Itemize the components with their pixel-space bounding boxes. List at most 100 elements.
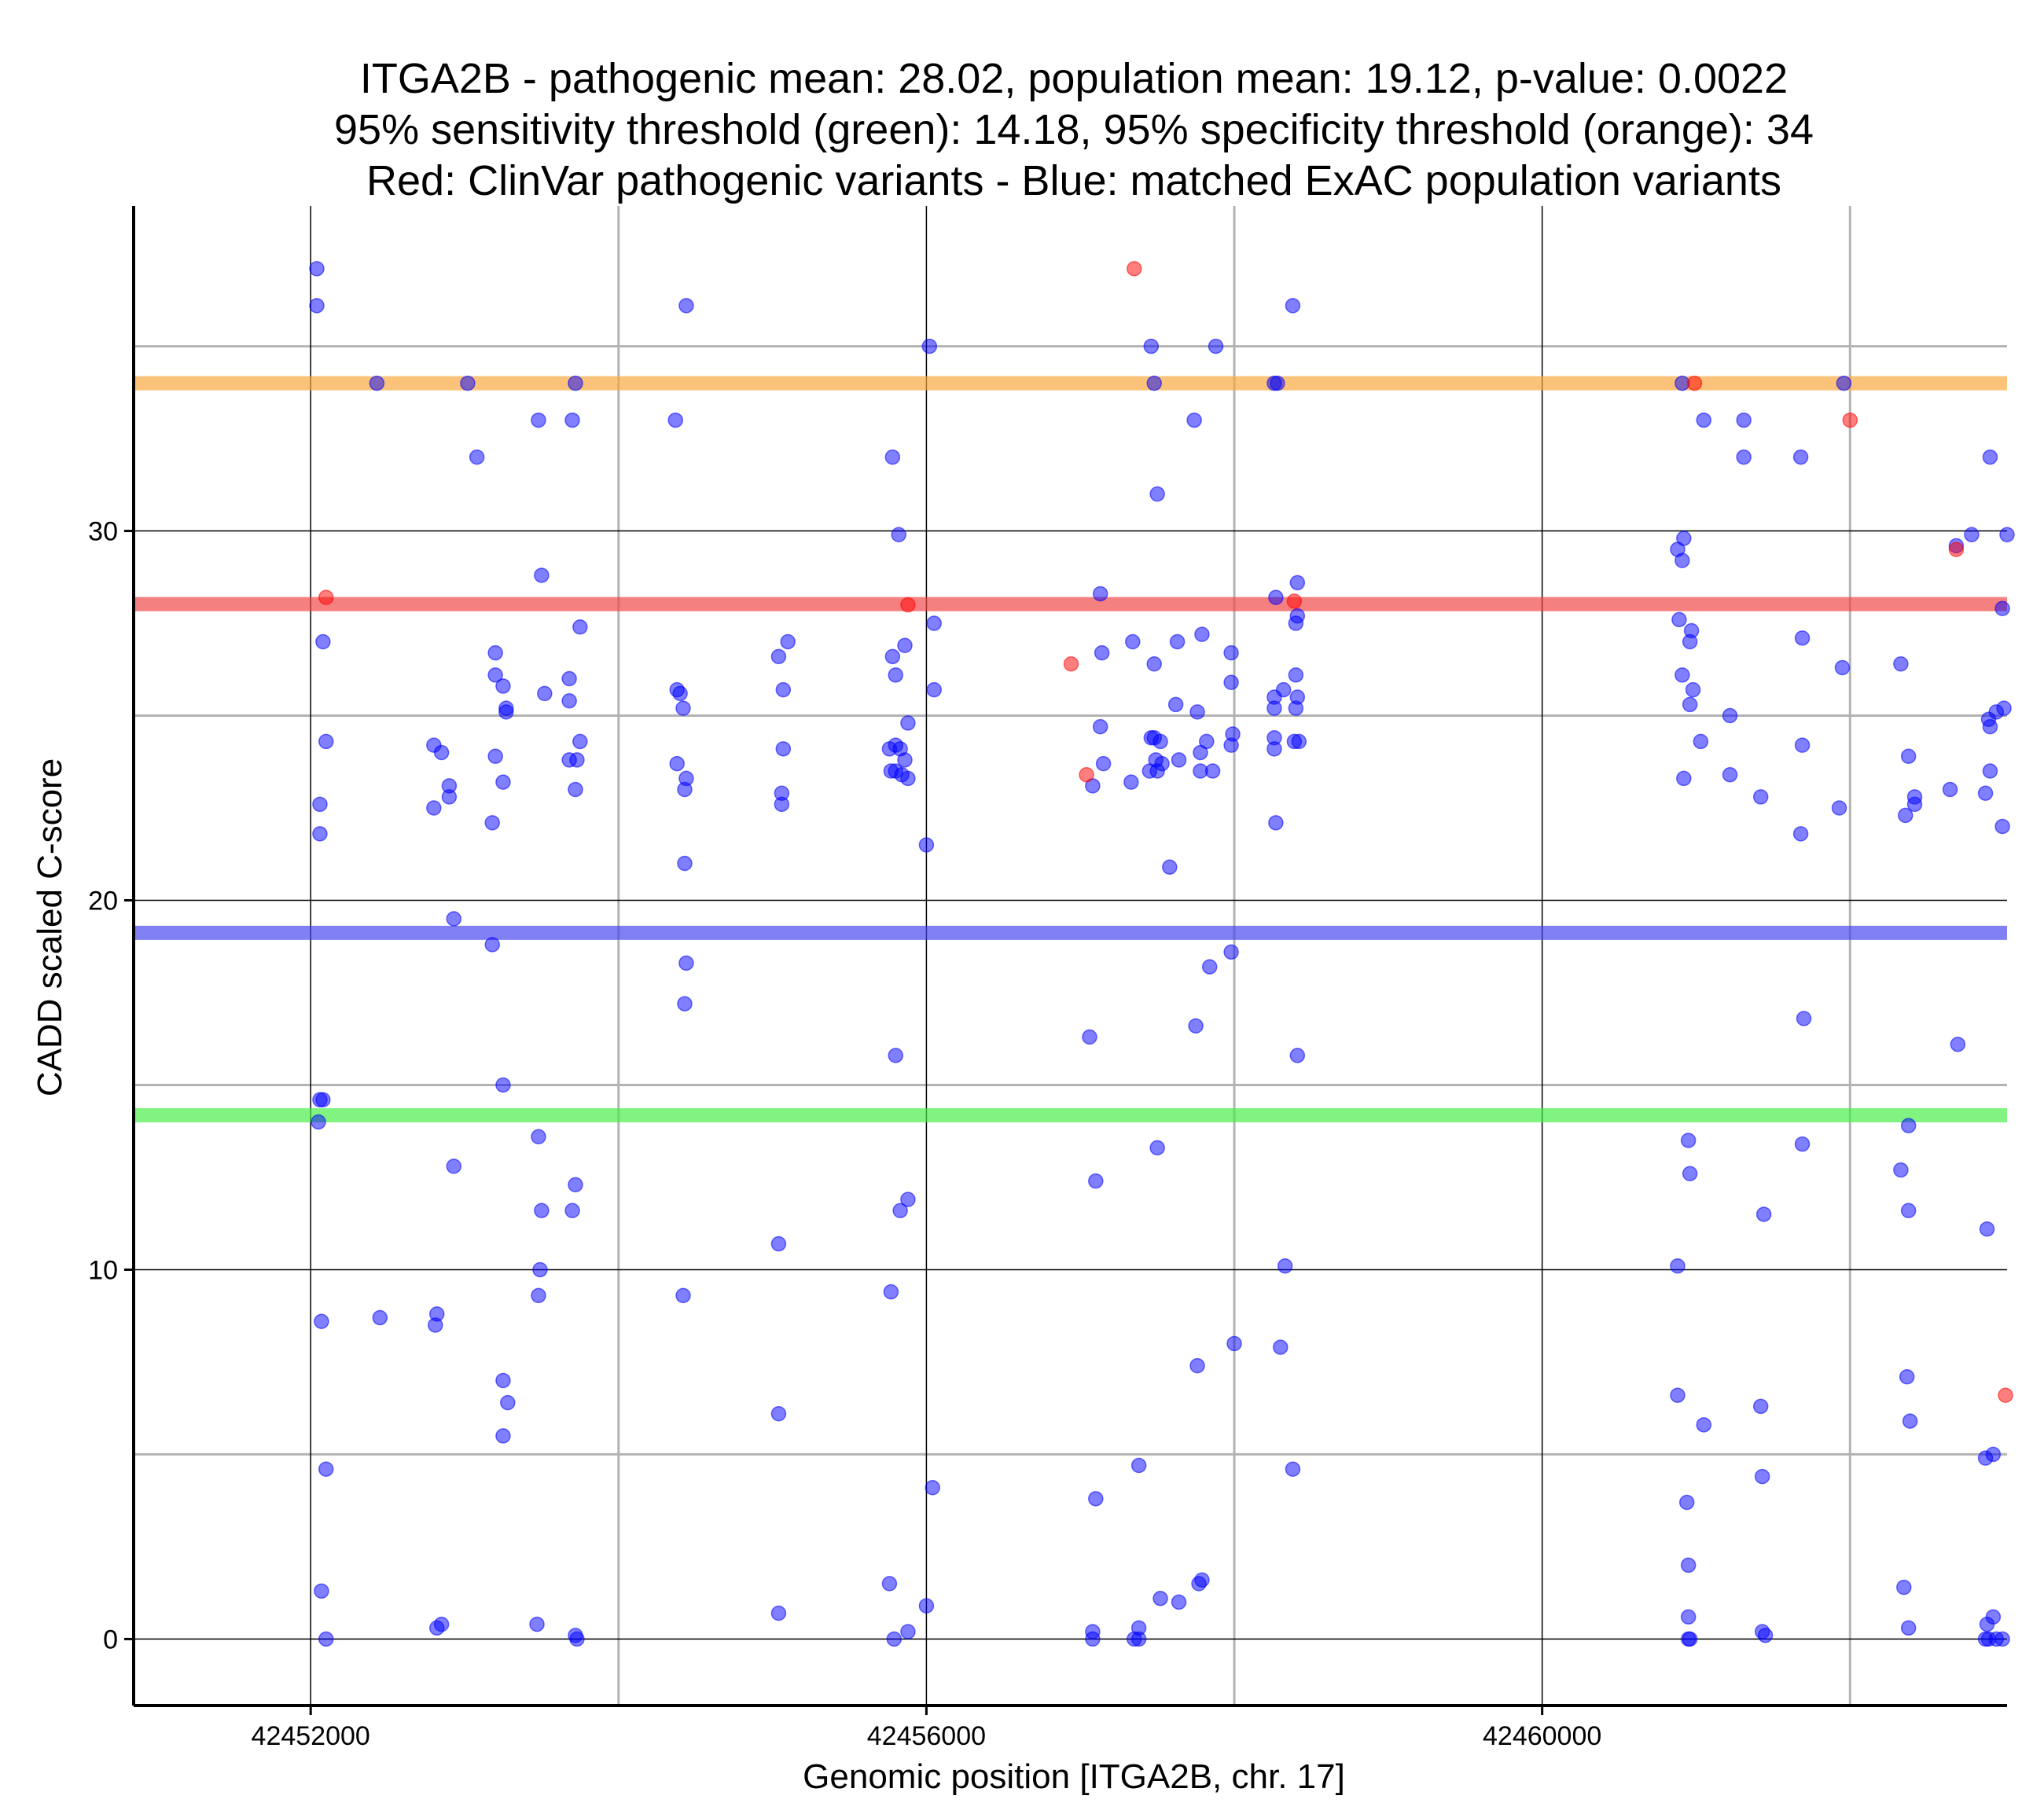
data-point (1994, 818, 2010, 835)
data-point (1092, 586, 1108, 602)
data-point (309, 261, 325, 277)
data-point (1675, 667, 1690, 683)
data-point (564, 412, 580, 428)
data-point (1146, 655, 1162, 672)
data-point (1088, 1491, 1104, 1507)
data-point (1680, 1133, 1697, 1148)
data-point (918, 1598, 935, 1614)
data-point (534, 567, 550, 583)
data-point (1902, 1413, 1918, 1429)
data-point (888, 667, 904, 683)
data-point (1985, 1609, 2002, 1625)
data-point (1223, 944, 1239, 960)
data-point (1680, 1609, 1697, 1625)
data-point (315, 1092, 331, 1108)
grid-layer (134, 206, 2007, 1706)
data-point (1285, 1461, 1301, 1477)
data-point (433, 1616, 450, 1632)
data-point (1982, 763, 1998, 779)
data-point (569, 1631, 585, 1647)
data-point (495, 1077, 511, 1093)
data-point (1682, 696, 1698, 713)
data-point (318, 589, 334, 605)
data-point (1189, 704, 1205, 720)
data-point (900, 715, 916, 731)
data-point (1900, 748, 1917, 764)
data-point (678, 298, 694, 314)
data-point (1082, 1029, 1097, 1045)
y-tick-label: 10 (88, 1255, 118, 1285)
data-point (1188, 1018, 1204, 1034)
data-point (921, 338, 938, 354)
y-axis-title: CADD scaled C-score (31, 758, 69, 1096)
data-point (926, 615, 942, 631)
data-point (881, 1576, 898, 1592)
data-point (312, 826, 328, 842)
data-point (1680, 1557, 1697, 1573)
data-point (1223, 644, 1239, 661)
data-point (1171, 1594, 1187, 1610)
data-point (495, 678, 511, 694)
data-point (926, 681, 942, 698)
data-point (1736, 412, 1752, 428)
data-point (1998, 1387, 2013, 1403)
data-point (1130, 1457, 1147, 1474)
data-point (568, 1177, 583, 1193)
data-point (897, 637, 913, 653)
data-point (897, 752, 913, 768)
data-point (770, 1605, 787, 1621)
data-point (1836, 375, 1852, 391)
data-point (884, 449, 901, 465)
data-point (900, 1624, 916, 1640)
data-point (1123, 774, 1139, 790)
data-point (1226, 1335, 1242, 1352)
series-pathogenic (318, 261, 2013, 1403)
data-point (669, 755, 685, 772)
data-point (309, 298, 325, 314)
data-point (892, 1203, 908, 1219)
data-point (1268, 589, 1284, 605)
title-line-1: ITGA2B - pathogenic mean: 28.02, populat… (360, 55, 1788, 102)
data-point (498, 704, 514, 720)
data-point (1169, 633, 1186, 650)
data-point (372, 1309, 388, 1326)
data-point (314, 1583, 329, 1599)
data-point (487, 644, 503, 661)
data-point (1194, 626, 1210, 642)
data-point (770, 648, 787, 665)
data-point (1792, 449, 1809, 465)
data-point (1291, 733, 1307, 750)
data-point (1996, 700, 2012, 716)
data-point (884, 648, 901, 665)
data-point (1143, 338, 1160, 354)
data-point (1270, 375, 1285, 391)
data-points (309, 261, 2015, 1647)
x-axis-title: Genomic position [ITGA2B, chr. 17] (803, 1757, 1345, 1796)
data-point (1842, 412, 1858, 428)
data-point (1273, 1339, 1289, 1355)
data-point (1671, 611, 1687, 628)
data-point (1675, 553, 1690, 568)
data-point (537, 685, 553, 702)
data-point (564, 1203, 580, 1219)
data-point (918, 837, 935, 853)
data-point (678, 955, 694, 971)
data-point (318, 733, 334, 750)
data-point (677, 855, 693, 872)
data-point (1092, 718, 1108, 735)
data-point (1696, 412, 1712, 428)
data-point (900, 1192, 916, 1207)
data-point (568, 375, 583, 391)
data-point (312, 796, 328, 813)
data-point (446, 911, 462, 927)
data-point (1670, 1258, 1686, 1274)
data-point (572, 619, 588, 635)
data-point (534, 1203, 550, 1219)
data-point (446, 1159, 462, 1174)
data-point (1125, 633, 1141, 650)
reference-lines (134, 376, 2007, 1123)
data-point (500, 1394, 516, 1411)
data-point (1204, 763, 1221, 779)
series-population (309, 261, 2015, 1647)
data-point (433, 744, 450, 761)
